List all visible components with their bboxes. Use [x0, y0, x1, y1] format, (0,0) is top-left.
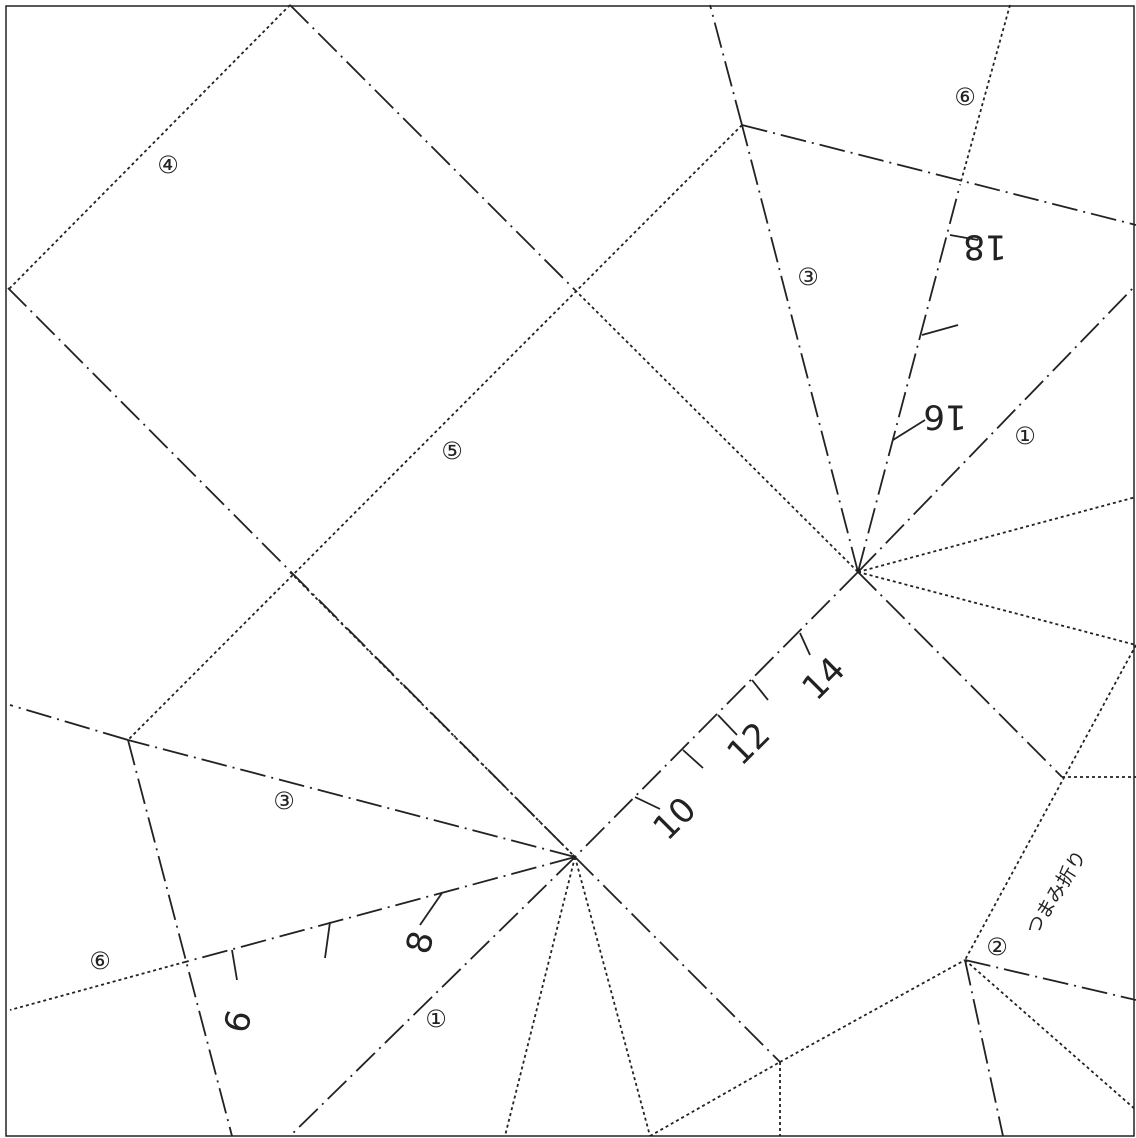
- scale-tick: [682, 749, 704, 769]
- fold-label: ③: [797, 263, 819, 291]
- valley-fold: [779, 959, 966, 1063]
- scale-tick: [717, 714, 738, 736]
- mountain-fold: [964, 959, 1004, 1137]
- scale-ticks: [231, 234, 979, 981]
- mountain-fold: [9, 704, 129, 741]
- scale-tick: [921, 324, 959, 336]
- scale-tick: [419, 892, 443, 926]
- valley-fold: [127, 124, 743, 741]
- fold-label: ③: [273, 787, 295, 815]
- scale-tick: [799, 632, 811, 656]
- valley-folds: [7, 4, 1136, 1137]
- mountain-fold: [741, 124, 859, 573]
- paper-border: [5, 5, 1135, 1137]
- scale-label: 18: [963, 227, 1006, 267]
- fold-label: ①: [425, 1005, 447, 1033]
- valley-fold: [574, 289, 859, 573]
- fold-label: ②: [986, 933, 1008, 961]
- scale-label: 14: [795, 650, 854, 709]
- scale-tick: [892, 419, 926, 441]
- mountain-fold: [574, 856, 781, 1063]
- scale-label: 16: [923, 397, 966, 437]
- scale-tick: [751, 679, 769, 701]
- mountain-fold: [289, 4, 576, 291]
- valley-fold: [964, 959, 1136, 1111]
- valley-fold: [649, 1061, 781, 1137]
- mountain-fold: [127, 739, 576, 858]
- valley-fold: [289, 571, 576, 858]
- fold-label: ⑤: [441, 437, 463, 465]
- scale-tick: [231, 949, 238, 981]
- valley-fold: [574, 856, 651, 1137]
- scale-tick: [949, 234, 979, 241]
- scale-tick: [324, 921, 331, 959]
- valley-fold: [959, 4, 1011, 186]
- fold-label: ⑥: [89, 947, 111, 975]
- mountain-fold: [184, 856, 576, 963]
- valley-fold: [7, 4, 291, 291]
- mountain-fold: [709, 4, 743, 126]
- scale-label: 6: [216, 1006, 260, 1037]
- scale-label: 10: [646, 790, 705, 849]
- mountain-fold: [857, 571, 1063, 778]
- mountain-fold: [741, 124, 1136, 226]
- fold-label: ⑥: [954, 83, 976, 111]
- mountain-fold: [289, 856, 576, 1137]
- scale-label: 12: [720, 715, 779, 774]
- scale-tick: [634, 796, 661, 810]
- fold-label: ①: [1014, 422, 1036, 450]
- valley-fold: [857, 571, 1136, 646]
- mountain-fold: [574, 571, 859, 858]
- scale-label: 8: [398, 927, 442, 958]
- mountain-fold: [857, 284, 1136, 573]
- valley-fold: [504, 856, 576, 1137]
- mountain-fold: [964, 959, 1136, 1001]
- valley-fold: [857, 496, 1136, 573]
- fold-label: ④: [157, 151, 179, 179]
- mountain-fold: [857, 184, 961, 573]
- pinch-fold-note: つまみ折り: [1022, 847, 1091, 939]
- valley-fold: [9, 961, 186, 1011]
- mountain-fold: [127, 739, 233, 1137]
